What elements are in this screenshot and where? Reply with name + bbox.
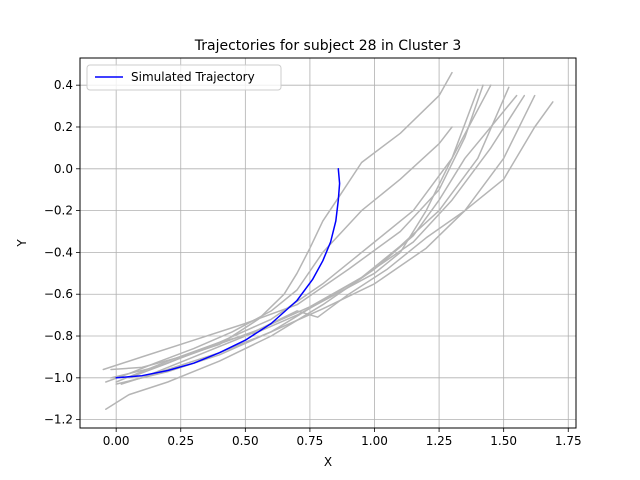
- y-tick-label: −0.6: [44, 287, 73, 301]
- x-tick-label: 0.00: [103, 434, 130, 448]
- y-tick-label: −1.0: [44, 371, 73, 385]
- y-tick-label: −0.4: [44, 245, 73, 259]
- plot-area-frame: [79, 57, 577, 429]
- y-tick-label: −1.2: [44, 413, 73, 427]
- x-tick-label: 1.00: [361, 434, 388, 448]
- observed-trajectory-line: [102, 84, 484, 371]
- legend-box: [86, 64, 282, 91]
- y-tick-label: −0.2: [44, 204, 73, 218]
- y-axis-label: Y: [15, 239, 29, 248]
- trajectory-series: [102, 71, 554, 410]
- legend: Simulated Trajectory: [86, 64, 282, 91]
- y-tick-label: 0.2: [54, 120, 73, 134]
- y-tick-label: 0.0: [54, 162, 73, 176]
- x-tick-label: 1.25: [426, 434, 453, 448]
- y-tick-label: −0.8: [44, 329, 73, 343]
- observed-trajectory-line: [120, 94, 536, 385]
- simulated-trajectory-line: [115, 168, 341, 379]
- grid-lines: [80, 58, 576, 428]
- chart-title: Trajectories for subject 28 in Cluster 3: [194, 38, 462, 54]
- x-tick-label: 0.50: [232, 434, 259, 448]
- observed-trajectory-line: [141, 101, 554, 379]
- legend-label-simulated: Simulated Trajectory: [131, 70, 255, 84]
- x-axis-label: X: [324, 455, 332, 469]
- x-tick-label: 1.75: [555, 434, 582, 448]
- axis-ticks: 0.00 0.25 0.50 0.75 1.00 1.25 1.50 1.75 −1.2 −1.0…: [44, 78, 582, 448]
- y-tick-label: 0.4: [54, 78, 73, 92]
- observed-trajectory-line: [115, 88, 479, 383]
- observed-trajectory-line: [110, 94, 526, 379]
- x-tick-label: 0.25: [167, 434, 194, 448]
- x-tick-label: 1.50: [490, 434, 517, 448]
- x-tick-label: 0.75: [297, 434, 324, 448]
